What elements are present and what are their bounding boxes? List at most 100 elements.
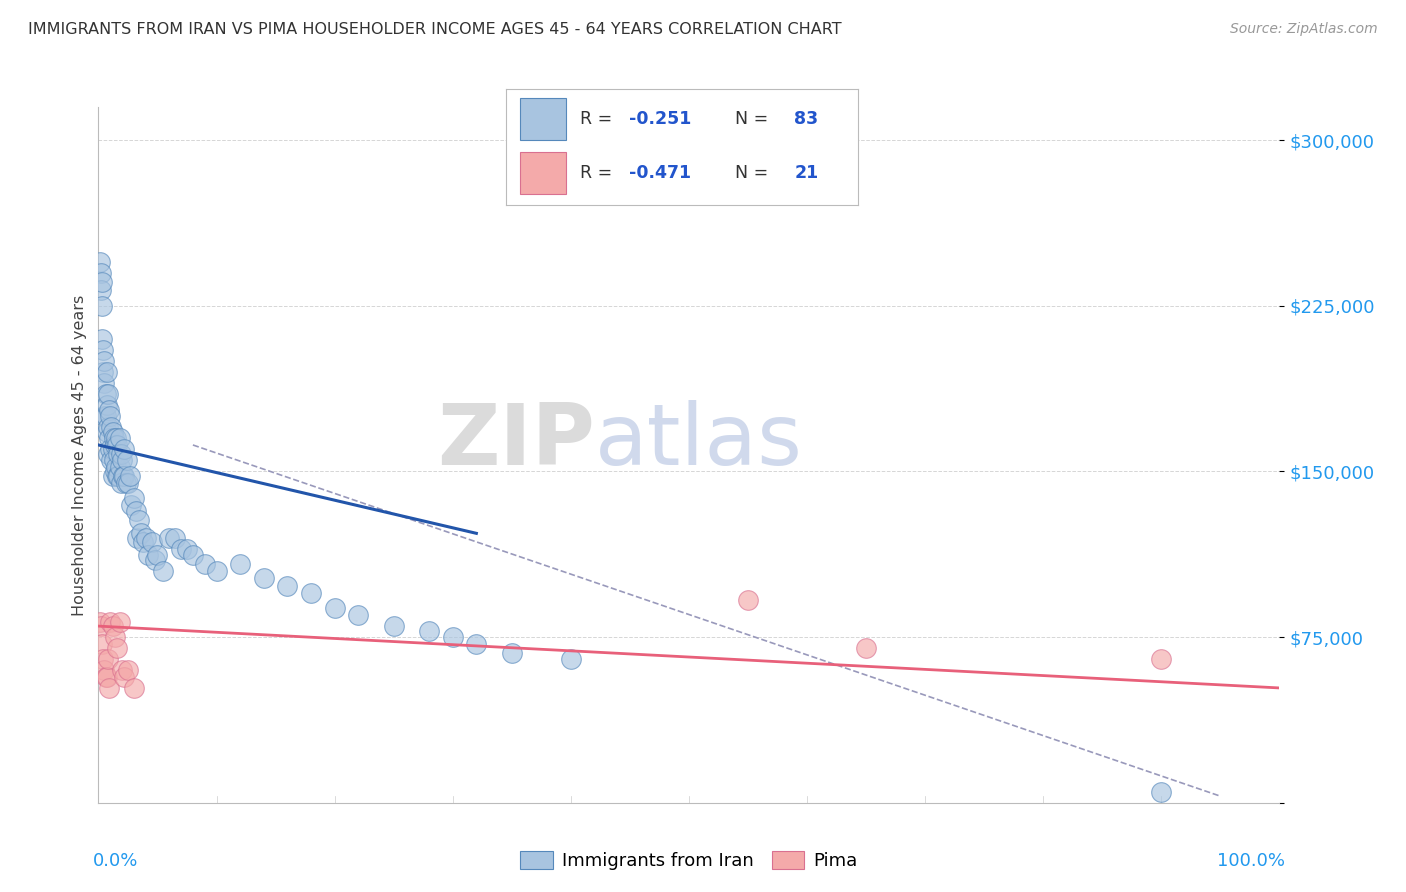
- Point: [98, 442, 121, 457]
- Text: ZIP: ZIP: [437, 400, 595, 483]
- Point: [94, 409, 117, 424]
- Point: [418, 624, 440, 638]
- Point: [323, 601, 346, 615]
- Point: [105, 431, 128, 445]
- Point: [157, 531, 180, 545]
- Point: [93, 409, 115, 424]
- Point: [101, 619, 124, 633]
- Point: [127, 531, 149, 545]
- Point: [125, 504, 148, 518]
- Bar: [520, 98, 565, 140]
- Point: [121, 498, 143, 512]
- Y-axis label: Householder Income Ages 45 - 64 years: Householder Income Ages 45 - 64 years: [72, 294, 87, 615]
- Point: [253, 570, 276, 584]
- Point: [91, 637, 114, 651]
- Point: [299, 586, 322, 600]
- Point: [176, 541, 198, 556]
- Point: [94, 387, 117, 401]
- Text: N =: N =: [724, 164, 773, 182]
- Point: [91, 343, 114, 357]
- Point: [112, 442, 135, 457]
- Point: [111, 453, 134, 467]
- Point: [105, 460, 128, 475]
- Point: [96, 425, 118, 439]
- Text: N =: N =: [724, 111, 773, 128]
- Point: [120, 469, 142, 483]
- Point: [143, 553, 166, 567]
- Point: [114, 475, 136, 490]
- Point: [103, 453, 125, 467]
- Point: [382, 619, 405, 633]
- Text: 0.0%: 0.0%: [93, 852, 138, 870]
- Point: [152, 564, 174, 578]
- Text: R =: R =: [579, 111, 617, 128]
- Point: [89, 254, 111, 268]
- Point: [122, 681, 145, 695]
- Point: [96, 398, 118, 412]
- Point: [91, 275, 114, 289]
- Point: [347, 608, 370, 623]
- Legend: Immigrants from Iran, Pima: Immigrants from Iran, Pima: [513, 844, 865, 877]
- Point: [101, 425, 124, 439]
- Point: [105, 641, 128, 656]
- Point: [112, 469, 135, 483]
- Point: [97, 420, 120, 434]
- Point: [122, 491, 145, 505]
- Point: [132, 535, 155, 549]
- Point: [89, 615, 111, 629]
- Point: [96, 365, 118, 379]
- Point: [112, 469, 135, 483]
- Point: [229, 558, 252, 572]
- Text: IMMIGRANTS FROM IRAN VS PIMA HOUSEHOLDER INCOME AGES 45 - 64 YEARS CORRELATION C: IMMIGRANTS FROM IRAN VS PIMA HOUSEHOLDER…: [28, 22, 842, 37]
- Point: [93, 663, 115, 677]
- Point: [90, 284, 112, 298]
- Text: atlas: atlas: [595, 400, 803, 483]
- Point: [90, 266, 112, 280]
- Point: [141, 535, 163, 549]
- Point: [98, 615, 121, 629]
- Point: [465, 637, 488, 651]
- Point: [97, 447, 120, 461]
- Point: [101, 442, 124, 457]
- Point: [103, 431, 125, 445]
- Point: [194, 558, 217, 572]
- Point: [90, 619, 112, 633]
- Text: -0.471: -0.471: [630, 164, 692, 182]
- Point: [107, 469, 129, 483]
- Point: [100, 453, 122, 467]
- Point: [91, 652, 114, 666]
- Point: [441, 630, 464, 644]
- Text: 100.0%: 100.0%: [1218, 852, 1285, 870]
- Point: [93, 354, 115, 368]
- Point: [97, 652, 120, 666]
- Point: [737, 592, 759, 607]
- Point: [104, 438, 127, 452]
- Point: [94, 670, 117, 684]
- Point: [501, 646, 523, 660]
- Point: [91, 299, 114, 313]
- Point: [108, 431, 131, 445]
- Bar: [520, 152, 565, 194]
- Point: [146, 549, 169, 563]
- Point: [165, 531, 187, 545]
- Point: [104, 465, 127, 479]
- Point: [1150, 785, 1173, 799]
- Point: [97, 387, 120, 401]
- Point: [110, 447, 132, 461]
- Point: [105, 469, 128, 483]
- Point: [98, 402, 121, 417]
- Point: [135, 531, 157, 545]
- Point: [108, 615, 131, 629]
- Point: [104, 630, 127, 644]
- Point: [117, 663, 139, 677]
- Point: [100, 420, 122, 434]
- Text: Source: ZipAtlas.com: Source: ZipAtlas.com: [1230, 22, 1378, 37]
- Point: [170, 541, 193, 556]
- Text: 21: 21: [794, 164, 818, 182]
- Text: 83: 83: [794, 111, 818, 128]
- Point: [108, 460, 131, 475]
- Point: [111, 663, 134, 677]
- Point: [276, 579, 298, 593]
- Text: R =: R =: [579, 164, 617, 182]
- Point: [107, 447, 129, 461]
